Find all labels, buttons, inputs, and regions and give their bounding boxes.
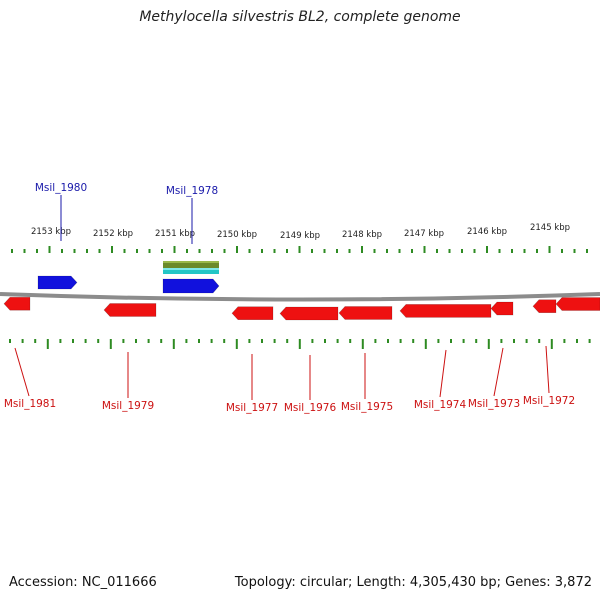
gene-track <box>3 275 600 321</box>
reverse-gene-arrow <box>555 297 600 311</box>
scale-label: 2145 kbp <box>530 223 570 233</box>
accession-label: Accession: NC_011666 <box>9 575 157 590</box>
gene-label-reverse: Msil_1977 <box>226 402 278 414</box>
gene-label-forward: Msil_1980 <box>35 182 87 194</box>
gene-label-reverse: Msil_1973 <box>468 398 520 410</box>
gene-callouts: Msil_1980 Msil_1978 Msil_1981 Msil_1979 Msil… <box>4 182 575 414</box>
reverse-gene-arrow <box>103 303 157 317</box>
gene-label-reverse: Msil_1981 <box>4 398 56 410</box>
scale-labels: 2153 kbp 2152 kbp 2151 kbp 2150 kbp 2149 kbp… <box>31 223 570 241</box>
feature-track <box>163 261 219 274</box>
gene-label-forward: Msil_1978 <box>166 185 218 197</box>
scale-label: 2147 kbp <box>404 229 444 239</box>
gene-leader-line <box>439 349 447 398</box>
reverse-gene-arrow <box>490 301 514 316</box>
feature-bar <box>163 261 219 268</box>
scale-label: 2151 kbp <box>155 229 195 239</box>
scale-label: 2146 kbp <box>467 227 507 237</box>
gene-label-reverse: Msil_1975 <box>341 401 393 413</box>
reverse-gene-arrow <box>399 304 492 318</box>
scale-label: 2149 kbp <box>280 231 320 241</box>
scale-ticks-bottom <box>9 339 591 349</box>
scale-label: 2150 kbp <box>217 230 257 240</box>
reverse-gene-arrow <box>532 299 557 313</box>
genome-summary: Topology: circular; Length: 4,305,430 bp… <box>234 575 592 590</box>
reverse-gene-arrow <box>338 306 393 320</box>
feature-bar-highlight <box>163 261 219 263</box>
gene-leader-line <box>14 347 30 397</box>
gene-leader-line <box>493 347 504 397</box>
scale-ticks-top <box>11 246 588 253</box>
gene-label-reverse: Msil_1972 <box>523 395 575 407</box>
scale-label: 2148 kbp <box>342 230 382 240</box>
scale-label: 2153 kbp <box>31 227 71 237</box>
forward-gene-arrow <box>162 278 220 294</box>
feature-bar-highlight <box>163 268 219 270</box>
reverse-gene-arrow <box>3 296 31 311</box>
reverse-gene-arrow <box>279 306 339 321</box>
reverse-gene-arrow <box>231 306 274 321</box>
gene-label-reverse: Msil_1979 <box>102 400 154 412</box>
genome-backbone <box>0 292 600 302</box>
genome-title: Methylocella silvestris BL2, complete ge… <box>139 9 461 25</box>
gene-label-reverse: Msil_1974 <box>414 399 467 411</box>
forward-gene-arrow <box>37 275 78 290</box>
gene-label-reverse: Msil_1976 <box>284 402 337 414</box>
feature-bar <box>163 268 219 274</box>
scale-label: 2152 kbp <box>93 229 133 239</box>
gene-leader-line <box>545 345 550 394</box>
